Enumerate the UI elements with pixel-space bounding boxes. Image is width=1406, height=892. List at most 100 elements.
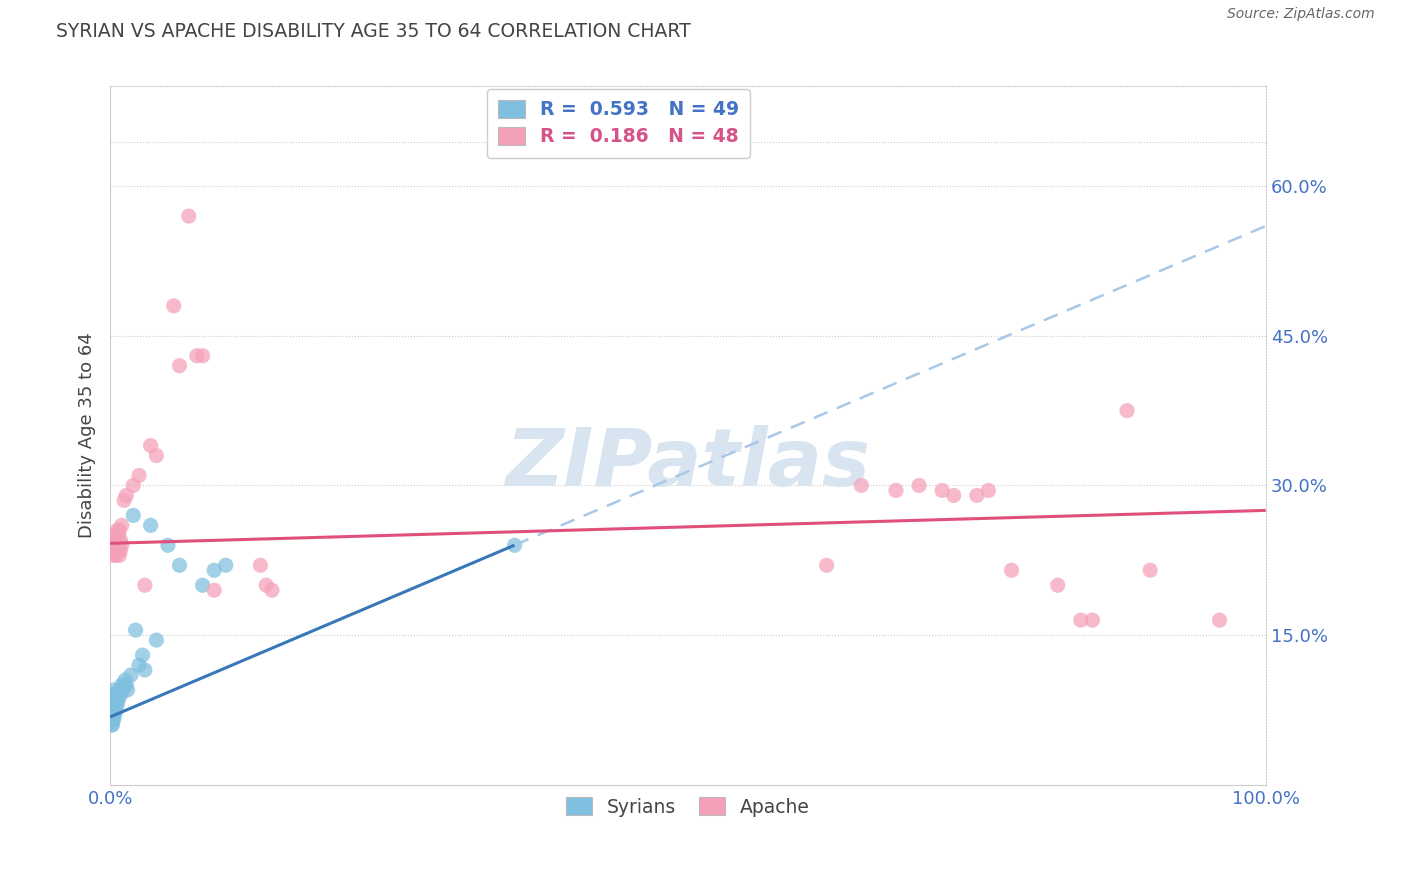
Point	[254, 578, 277, 592]
Point	[101, 713, 124, 727]
Point	[122, 478, 145, 492]
Point	[112, 678, 135, 692]
Point	[104, 688, 127, 702]
Point	[128, 468, 150, 483]
Point	[105, 533, 128, 548]
Point	[112, 493, 135, 508]
Point	[117, 683, 139, 698]
Point	[169, 558, 191, 573]
Point	[202, 563, 225, 577]
Point	[107, 528, 129, 542]
Point	[177, 209, 200, 223]
Point	[115, 488, 138, 502]
Point	[134, 663, 156, 677]
Point	[1000, 563, 1022, 577]
Y-axis label: Disability Age 35 to 64: Disability Age 35 to 64	[79, 333, 96, 539]
Point	[104, 538, 127, 552]
Point	[103, 688, 125, 702]
Point	[169, 359, 191, 373]
Point	[931, 483, 953, 498]
Point	[1046, 578, 1069, 592]
Point	[145, 633, 167, 648]
Text: Source: ZipAtlas.com: Source: ZipAtlas.com	[1227, 7, 1375, 21]
Point	[128, 658, 150, 673]
Point	[139, 438, 162, 452]
Point	[101, 693, 124, 707]
Point	[163, 299, 186, 313]
Point	[103, 703, 125, 717]
Point	[100, 698, 122, 712]
Point	[107, 693, 129, 707]
Point	[114, 673, 136, 687]
Point	[202, 583, 225, 598]
Point	[503, 538, 526, 552]
Point	[105, 688, 128, 702]
Point	[115, 678, 138, 692]
Point	[103, 549, 125, 563]
Point	[107, 543, 129, 558]
Point	[104, 533, 127, 548]
Point	[108, 549, 131, 563]
Text: SYRIAN VS APACHE DISABILITY AGE 35 TO 64 CORRELATION CHART: SYRIAN VS APACHE DISABILITY AGE 35 TO 64…	[56, 22, 690, 41]
Point	[100, 703, 122, 717]
Point	[104, 698, 127, 712]
Point	[134, 578, 156, 592]
Point	[191, 349, 214, 363]
Point	[120, 668, 142, 682]
Point	[111, 518, 134, 533]
Point	[101, 538, 124, 552]
Point	[104, 549, 127, 563]
Point	[260, 583, 283, 598]
Point	[101, 718, 124, 732]
Point	[1116, 403, 1139, 417]
Point	[104, 693, 127, 707]
Point	[191, 578, 214, 592]
Point	[815, 558, 838, 573]
Point	[103, 683, 125, 698]
Text: ZIPatlas: ZIPatlas	[505, 425, 870, 502]
Point	[1208, 613, 1230, 627]
Point	[111, 538, 134, 552]
Point	[851, 478, 873, 492]
Point	[124, 623, 146, 637]
Point	[139, 518, 162, 533]
Point	[103, 713, 125, 727]
Point	[101, 707, 124, 722]
Point	[145, 449, 167, 463]
Point	[100, 718, 122, 732]
Point	[103, 693, 125, 707]
Point	[977, 483, 1000, 498]
Point	[103, 698, 125, 712]
Point	[111, 683, 134, 698]
Point	[108, 524, 131, 538]
Point	[186, 349, 208, 363]
Point	[105, 524, 128, 538]
Point	[101, 703, 124, 717]
Point	[110, 543, 132, 558]
Point	[105, 698, 128, 712]
Point	[103, 528, 125, 542]
Point	[110, 533, 132, 548]
Point	[104, 707, 127, 722]
Point	[1139, 563, 1161, 577]
Point	[908, 478, 931, 492]
Point	[131, 648, 153, 662]
Point	[1081, 613, 1104, 627]
Point	[249, 558, 271, 573]
Point	[100, 707, 122, 722]
Point	[966, 488, 988, 502]
Point	[101, 688, 124, 702]
Point	[101, 698, 124, 712]
Point	[111, 678, 134, 692]
Legend: Syrians, Apache: Syrians, Apache	[558, 790, 817, 824]
Point	[103, 707, 125, 722]
Point	[942, 488, 965, 502]
Point	[884, 483, 907, 498]
Point	[215, 558, 238, 573]
Point	[156, 538, 179, 552]
Point	[104, 693, 127, 707]
Point	[104, 703, 127, 717]
Point	[110, 688, 132, 702]
Point	[122, 508, 145, 523]
Point	[104, 543, 127, 558]
